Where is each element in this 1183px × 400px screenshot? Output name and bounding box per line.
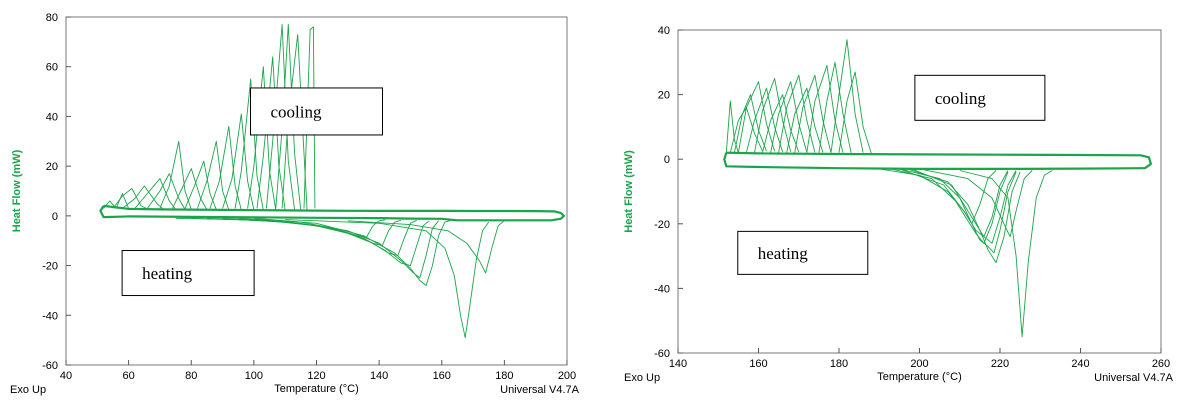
footer-left-label: Exo Up: [10, 384, 46, 396]
thermogram-series: [733, 94, 767, 153]
y-axis-title: Heat Flow (mW): [11, 149, 23, 232]
thermogram-series: [238, 217, 439, 279]
thermogram-series: [134, 178, 176, 210]
y-tick-label: 40: [658, 25, 670, 37]
thermogram-series: [794, 74, 832, 153]
thermogram-series: [184, 160, 217, 210]
thermogram-series: [899, 168, 1017, 254]
thermogram-series: [830, 39, 864, 153]
chart-right: 140 160 180 200 220 240 260 -60 -40 -20 0 20 40 Tempe…: [623, 25, 1174, 384]
chart-left: 40 60 80 100 120 140 160 180 200 -60 -40 -20 0 20 40 60…: [10, 12, 580, 396]
baseline-loop-series: [99, 204, 565, 222]
y-tick-label: -60: [654, 348, 670, 360]
thermogram-series: [786, 87, 824, 153]
y-tick-label: 60: [46, 62, 58, 74]
annotation-cooling-label: cooling: [935, 89, 986, 108]
thermogram-series: [725, 100, 739, 153]
annotation-cooling-label: cooling: [271, 102, 322, 121]
thermogram-series: [838, 71, 872, 154]
thermogram-series: [778, 74, 816, 153]
y-tick-label: 40: [46, 111, 58, 123]
thermogram-series: [256, 56, 286, 211]
y-tick-label: -40: [654, 283, 670, 295]
x-tick-label: 220: [991, 358, 1009, 370]
thermogram-series: [745, 87, 784, 153]
thermogram-series: [172, 168, 208, 210]
x-axis-title: Temperature (°C): [274, 383, 358, 395]
y-tick-label: -40: [42, 310, 58, 322]
thermogram-series: [122, 185, 164, 210]
x-tick-label: 240: [1071, 358, 1089, 370]
thermogram-series: [879, 168, 997, 225]
x-tick-label: 200: [910, 358, 928, 370]
x-tick-label: 160: [749, 358, 767, 370]
annotation-box: [737, 230, 869, 275]
x-tick-label: 120: [307, 370, 325, 382]
thermogram-series: [159, 140, 192, 210]
thermogram-series: [147, 173, 186, 210]
thermogram-series: [919, 168, 1033, 238]
thermogram-series: [222, 113, 255, 210]
y-tick-label: 20: [658, 90, 670, 102]
x-tick-label: 260: [1152, 358, 1170, 370]
annotation-box: [250, 87, 383, 136]
thermogram-series: [911, 168, 1017, 244]
thermogram-series: [197, 140, 230, 211]
y-tick-label: -20: [42, 261, 58, 273]
thermogram-series: [275, 24, 302, 211]
thermogram-series: [112, 188, 148, 210]
thermogram-series: [737, 81, 776, 153]
footer-left-label: Exo Up: [624, 372, 660, 384]
thermogram-series: [891, 168, 1009, 244]
thermogram-series: [770, 81, 808, 153]
thermogram-series: [754, 77, 792, 153]
baseline-loop-series: [723, 151, 1152, 170]
thermogram-series: [253, 217, 452, 286]
annotation-heating-label: heating: [142, 264, 193, 283]
x-tick-label: 60: [123, 370, 135, 382]
thermogram-series: [303, 26, 316, 209]
thermogram-series: [959, 170, 1053, 338]
y-tick-label: 80: [46, 12, 58, 24]
thermogram-series: [347, 220, 505, 274]
x-tick-label: 180: [830, 358, 848, 370]
plot-frame: [65, 16, 568, 366]
thermogram-series: [729, 107, 763, 153]
thermogram-series: [818, 61, 852, 153]
annotation-box: [121, 250, 255, 297]
x-tick-label: 100: [245, 370, 263, 382]
x-tick-label: 160: [433, 370, 451, 382]
thermogram-series: [247, 66, 277, 211]
y-tick-label: 0: [664, 154, 670, 166]
y-tick-label: -20: [654, 219, 670, 231]
thermogram-series: [762, 94, 800, 153]
x-tick-label: 40: [60, 370, 72, 382]
footer-right-label: Universal V4.7A: [500, 384, 580, 396]
x-tick-label: 140: [370, 370, 388, 382]
annotation-box: [914, 74, 1046, 121]
x-tick-label: 180: [495, 370, 513, 382]
x-tick-label: 140: [669, 358, 687, 370]
y-tick-label: 20: [46, 161, 58, 173]
x-tick-label: 80: [185, 370, 197, 382]
thermogram-series: [806, 65, 844, 153]
thermogram-series: [899, 168, 1009, 238]
thermogram-series: [265, 24, 296, 211]
y-tick-label: -60: [42, 360, 58, 372]
footer-right-label: Universal V4.7A: [1094, 372, 1174, 384]
thermogram-series: [103, 193, 135, 211]
x-tick-label: 200: [558, 370, 576, 382]
y-axis-title: Heat Flow (mW): [623, 150, 635, 233]
annotation-heating-label: heating: [758, 244, 809, 263]
y-tick-label: 0: [52, 211, 58, 223]
x-axis-title: Temperature (°C): [877, 371, 961, 383]
thermogram-series: [285, 219, 490, 339]
